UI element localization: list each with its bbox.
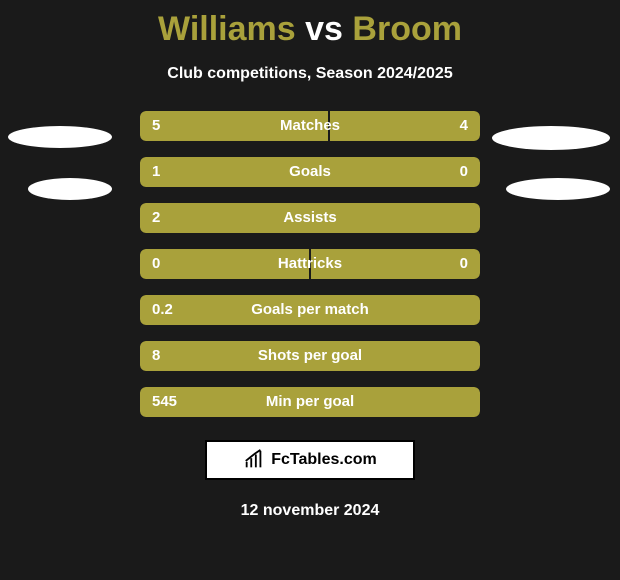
- value-left: 2: [152, 203, 160, 233]
- vs-label: vs: [305, 10, 343, 48]
- player2-name: Broom: [352, 10, 462, 48]
- subtitle: Club competitions, Season 2024/2025: [0, 65, 620, 83]
- bar-track: [140, 157, 480, 187]
- value-left: 5: [152, 111, 160, 141]
- team-badge-placeholder: [506, 178, 610, 200]
- date-label: 12 november 2024: [0, 502, 620, 520]
- bar-left: [140, 203, 480, 233]
- value-left: 545: [152, 387, 177, 417]
- team-badge-placeholder: [492, 126, 610, 150]
- bar-left: [140, 157, 480, 187]
- chart-bars-icon: [243, 449, 265, 471]
- bar-track: [140, 295, 480, 325]
- value-right: 0: [460, 249, 468, 279]
- bar-left: [140, 341, 480, 371]
- badge-text: FcTables.com: [271, 451, 377, 469]
- team-badge-placeholder: [8, 126, 112, 148]
- value-right: 0: [460, 157, 468, 187]
- value-left: 0.2: [152, 295, 173, 325]
- value-right: 4: [460, 111, 468, 141]
- bar-right: [330, 111, 480, 141]
- value-left: 0: [152, 249, 160, 279]
- comparison-title: Williams vs Broom: [0, 0, 620, 49]
- bar-track: [140, 341, 480, 371]
- bar-track: [140, 387, 480, 417]
- value-left: 1: [152, 157, 160, 187]
- stat-row: Assists2: [0, 203, 620, 233]
- bar-track: [140, 249, 480, 279]
- player1-name: Williams: [158, 10, 296, 48]
- bar-left: [140, 111, 328, 141]
- bar-right: [311, 249, 480, 279]
- stat-row: Hattricks00: [0, 249, 620, 279]
- value-left: 8: [152, 341, 160, 371]
- stat-row: Min per goal545: [0, 387, 620, 417]
- stat-rows: Matches54Goals10Assists2Hattricks00Goals…: [0, 111, 620, 417]
- bar-track: [140, 203, 480, 233]
- bar-left: [140, 387, 480, 417]
- team-badge-placeholder: [28, 178, 112, 200]
- source-badge: FcTables.com: [205, 440, 415, 480]
- bar-track: [140, 111, 480, 141]
- stat-row: Goals per match0.2: [0, 295, 620, 325]
- bar-left: [140, 295, 480, 325]
- bar-left: [140, 249, 309, 279]
- stat-row: Shots per goal8: [0, 341, 620, 371]
